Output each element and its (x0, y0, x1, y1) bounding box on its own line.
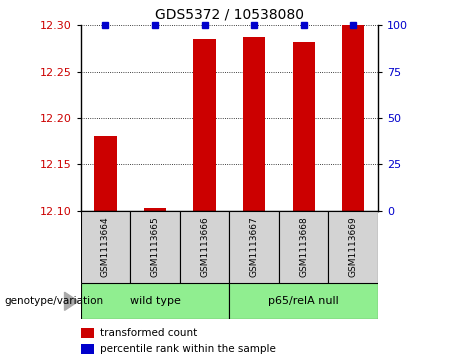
Text: p65/relA null: p65/relA null (268, 296, 339, 306)
Text: wild type: wild type (130, 296, 180, 306)
Text: GSM1113667: GSM1113667 (249, 216, 259, 277)
Bar (194, 39, 216, 211)
Bar (144, 208, 166, 211)
Bar (229, 211, 279, 283)
Bar (279, 211, 328, 283)
Bar (342, 25, 364, 211)
Bar (229, 283, 378, 319)
Bar (293, 42, 315, 211)
Bar (243, 37, 265, 211)
Text: GSM1113665: GSM1113665 (150, 216, 160, 277)
Bar (95, 136, 117, 211)
Bar (130, 211, 180, 283)
Bar (81, 328, 94, 338)
Bar (180, 211, 229, 283)
Text: GSM1113669: GSM1113669 (349, 216, 358, 277)
Text: GSM1113668: GSM1113668 (299, 216, 308, 277)
Bar (81, 211, 130, 283)
Bar (328, 211, 378, 283)
Polygon shape (65, 292, 78, 310)
Text: GSM1113666: GSM1113666 (200, 216, 209, 277)
Text: genotype/variation: genotype/variation (5, 296, 104, 306)
Text: transformed count: transformed count (100, 328, 197, 338)
Bar (81, 344, 94, 354)
Title: GDS5372 / 10538080: GDS5372 / 10538080 (155, 8, 304, 21)
Text: GSM1113664: GSM1113664 (101, 216, 110, 277)
Text: percentile rank within the sample: percentile rank within the sample (100, 344, 276, 354)
Bar (81, 283, 230, 319)
